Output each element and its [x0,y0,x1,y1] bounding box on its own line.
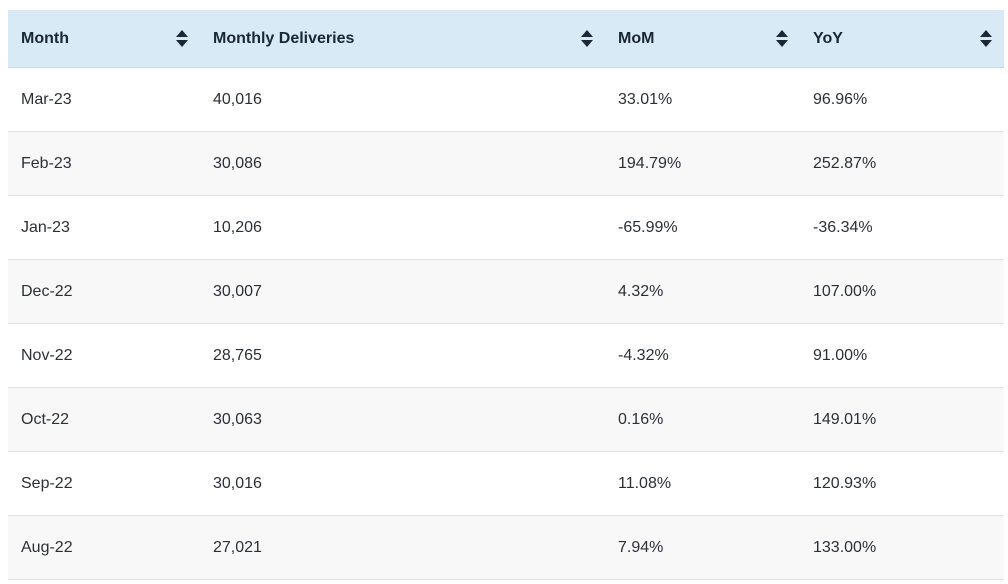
table-row: Nov-22 28,765 -4.32% 91.00% [8,323,1004,388]
column-header-label: MoM [618,29,655,47]
cell-mom: 0.16% [605,387,800,452]
table-header: Month Monthly Deliveries MoM [8,10,1004,68]
cell-yoy: 107.00% [800,259,1004,324]
cell-yoy: 120.93% [800,451,1004,516]
cell-month: Sep-22 [8,451,200,516]
column-header-month[interactable]: Month [8,10,200,68]
table-row: Feb-23 30,086 194.79% 252.87% [8,131,1004,196]
cell-month: Oct-22 [8,387,200,452]
cell-monthly_deliveries: 30,063 [200,387,605,452]
table-row: Dec-22 30,007 4.32% 107.00% [8,259,1004,324]
cell-mom: 11.08% [605,451,800,516]
column-header-label: YoY [813,29,843,47]
cell-month: Feb-23 [8,131,200,196]
column-header-label: Month [21,29,69,47]
cell-monthly_deliveries: 30,086 [200,131,605,196]
table-row: Sep-22 30,016 11.08% 120.93% [8,451,1004,516]
cell-monthly_deliveries: 28,765 [200,323,605,388]
cell-yoy: 252.87% [800,131,1004,196]
column-header-mom[interactable]: MoM [605,10,800,68]
cell-yoy: 133.00% [800,515,1004,580]
cell-monthly_deliveries: 30,016 [200,451,605,516]
cell-monthly_deliveries: 40,016 [200,67,605,132]
column-header-label: Monthly Deliveries [213,29,355,47]
cell-mom: 7.94% [605,515,800,580]
table-row: Jan-23 10,206 -65.99% -36.34% [8,195,1004,260]
table-row: Mar-23 40,016 33.01% 96.96% [8,67,1004,132]
cell-month: Nov-22 [8,323,200,388]
sort-icon[interactable] [176,30,188,47]
table-body: Mar-23 40,016 33.01% 96.96% Feb-23 30,086 194.… [8,67,1004,580]
sort-icon[interactable] [581,30,593,47]
table-row: Aug-22 27,021 7.94% 133.00% [8,515,1004,580]
cell-monthly_deliveries: 27,021 [200,515,605,580]
cell-mom: 4.32% [605,259,800,324]
cell-month: Mar-23 [8,67,200,132]
column-header-yoy[interactable]: YoY [800,10,1004,68]
cell-mom: 194.79% [605,131,800,196]
table-header-row: Month Monthly Deliveries MoM [8,10,1004,68]
cell-mom: -4.32% [605,323,800,388]
cell-month: Dec-22 [8,259,200,324]
column-header-monthly-deliveries[interactable]: Monthly Deliveries [200,10,605,68]
table-row: Oct-22 30,063 0.16% 149.01% [8,387,1004,452]
cell-monthly_deliveries: 10,206 [200,195,605,260]
cell-monthly_deliveries: 30,007 [200,259,605,324]
cell-yoy: 149.01% [800,387,1004,452]
cell-mom: 33.01% [605,67,800,132]
deliveries-table: Month Monthly Deliveries MoM [8,10,1004,580]
cell-mom: -65.99% [605,195,800,260]
cell-yoy: -36.34% [800,195,1004,260]
cell-month: Aug-22 [8,515,200,580]
cell-yoy: 91.00% [800,323,1004,388]
sort-icon[interactable] [980,30,992,47]
cell-month: Jan-23 [8,195,200,260]
cell-yoy: 96.96% [800,67,1004,132]
sort-icon[interactable] [776,30,788,47]
